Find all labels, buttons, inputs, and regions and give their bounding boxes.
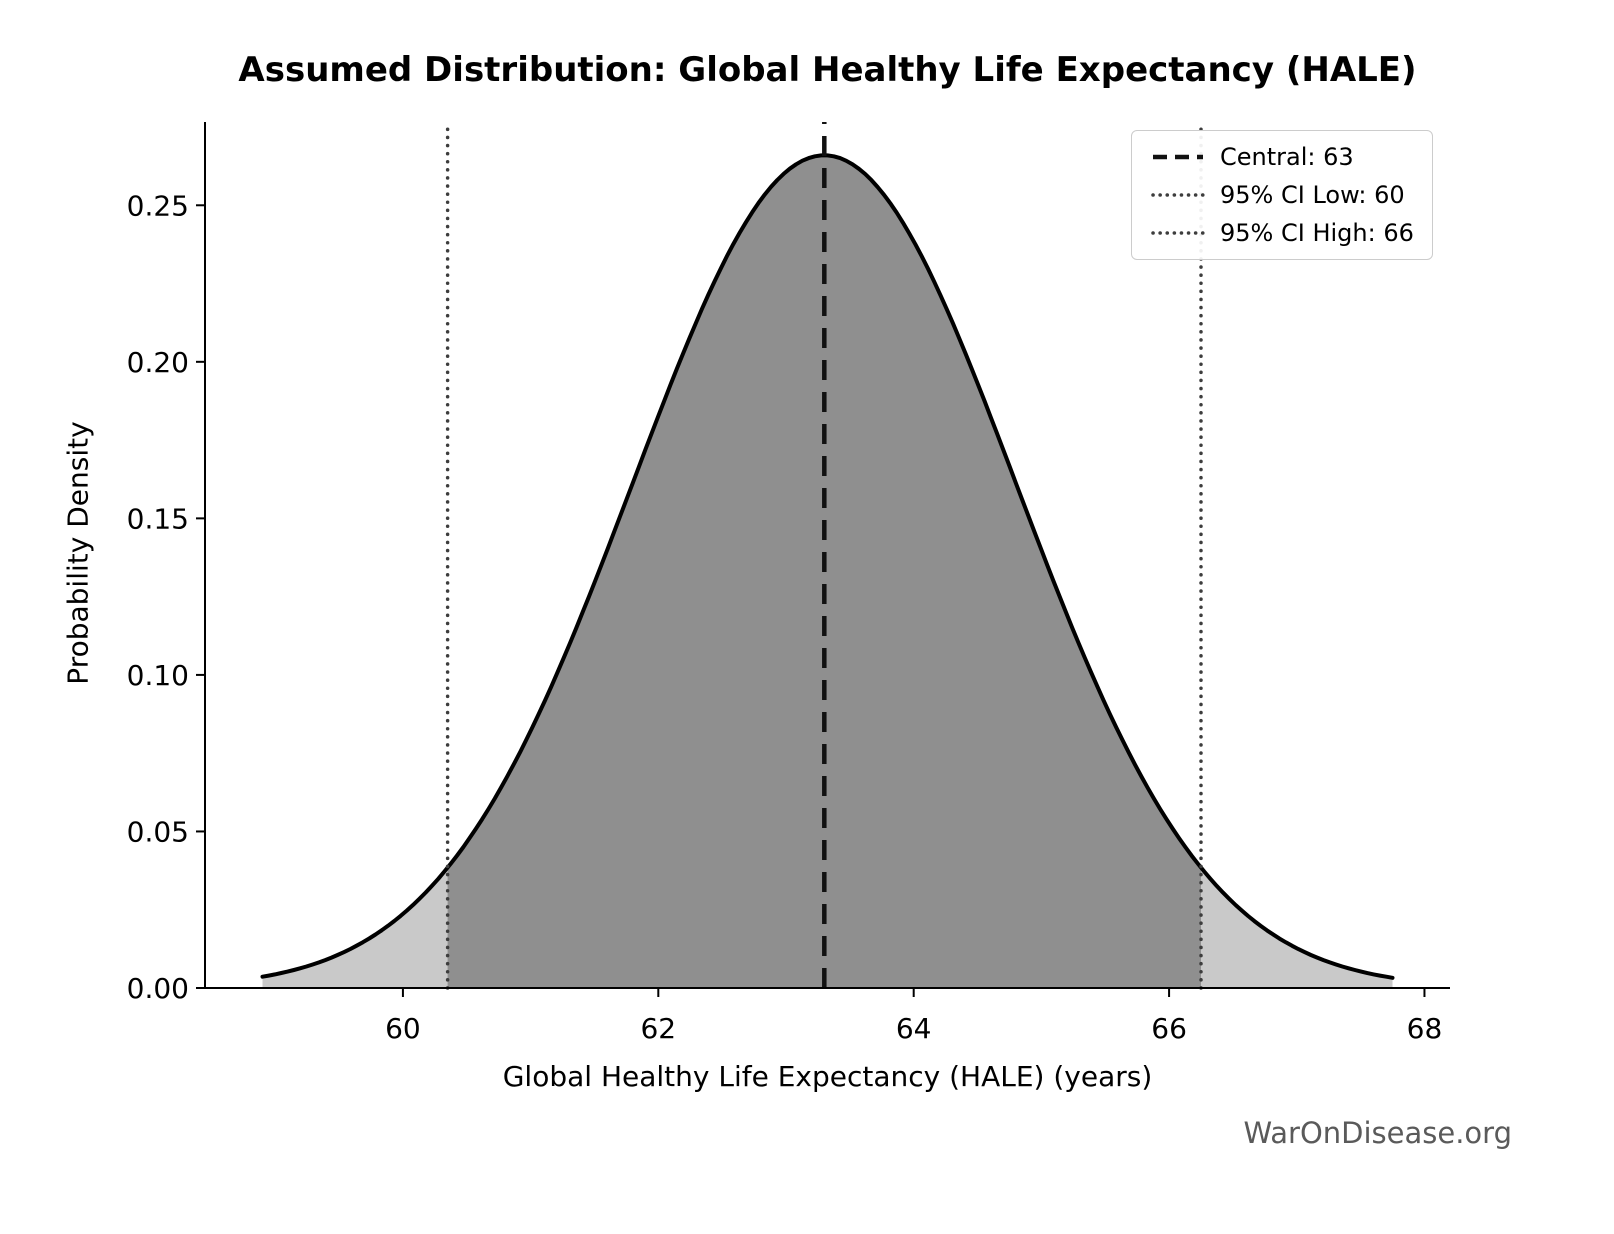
- y-axis-label: Probability Density: [61, 421, 95, 685]
- y-tick-label: 0.20: [127, 346, 189, 379]
- y-tick-label: 0.25: [127, 189, 189, 222]
- legend-label-ci-low: 95% CI Low: 60: [1220, 181, 1405, 209]
- x-tick-label: 64: [896, 1012, 932, 1045]
- dotted-line-icon: [1151, 231, 1205, 235]
- x-tick-label: 66: [1151, 1012, 1187, 1045]
- density-curve: [260, 153, 1395, 980]
- y-tick-label: 0.05: [127, 815, 189, 848]
- x-tick-label: 68: [1407, 1012, 1443, 1045]
- y-tick-label: 0.15: [127, 502, 189, 535]
- y-tick-label: 0.10: [127, 659, 189, 692]
- x-axis-label: Global Healthy Life Expectancy (HALE) (y…: [502, 1060, 1153, 1093]
- dotted-line-icon: [1151, 193, 1205, 197]
- y-tick-label: 0.00: [127, 972, 189, 1005]
- x-tick-label: 60: [385, 1012, 421, 1045]
- watermark: WarOnDisease.org: [1243, 1116, 1512, 1150]
- legend-label-ci-high: 95% CI High: 66: [1220, 219, 1414, 247]
- chart-title: Assumed Distribution: Global Healthy Lif…: [238, 50, 1417, 90]
- x-tick-label: 62: [640, 1012, 676, 1045]
- dashed-line-icon: [1153, 154, 1203, 160]
- legend-entry-central: Central: 63: [1150, 143, 1414, 171]
- legend-entry-ci-high: 95% CI High: 66: [1150, 219, 1414, 247]
- legend-label-central: Central: 63: [1220, 143, 1354, 171]
- legend: Central: 63 95% CI Low: 60 95% CI High: …: [1131, 130, 1433, 260]
- legend-entry-ci-low: 95% CI Low: 60: [1150, 181, 1414, 209]
